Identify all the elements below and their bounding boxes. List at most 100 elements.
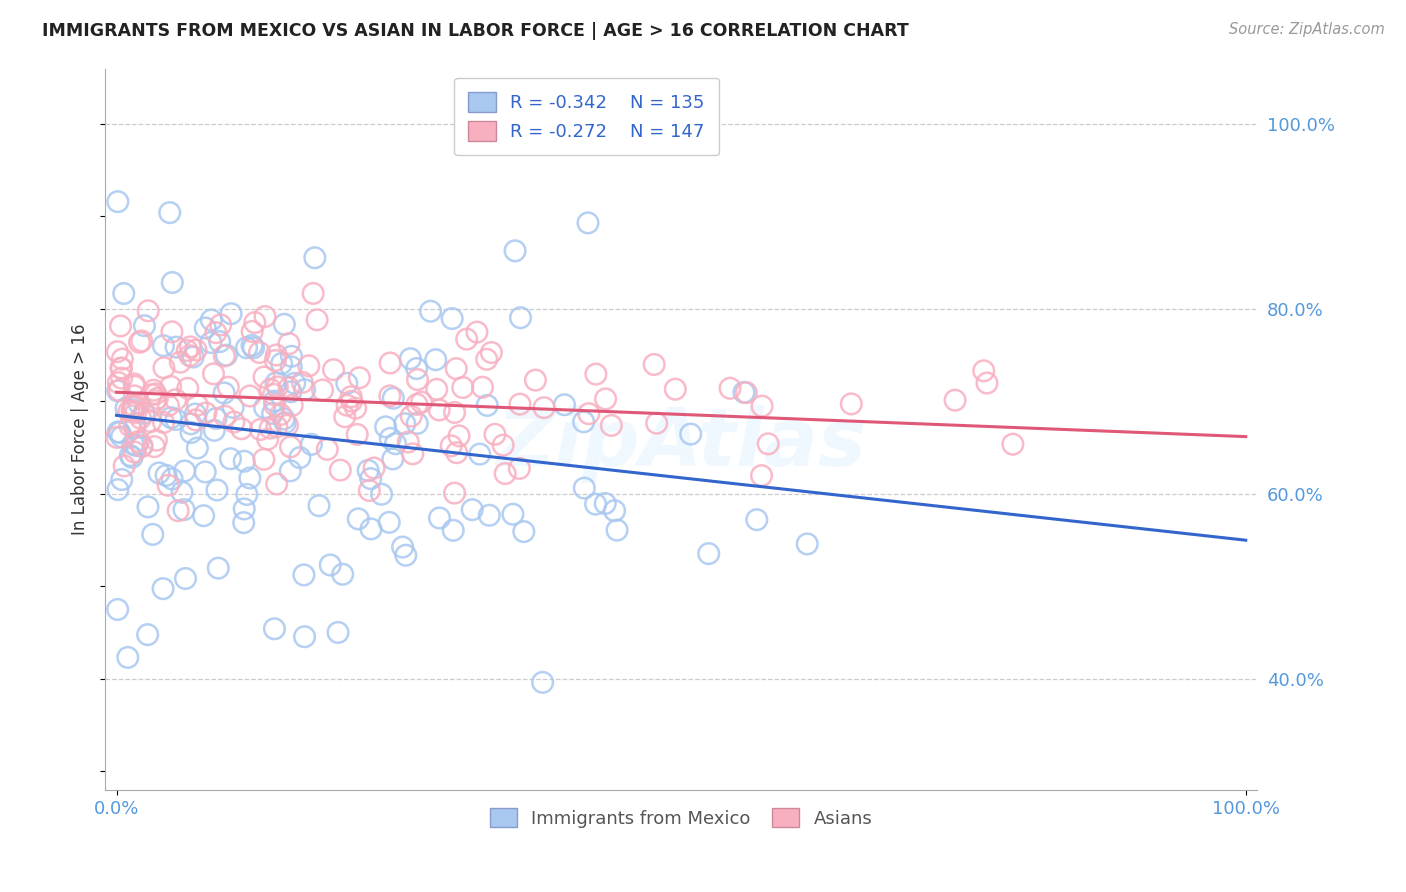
Point [121,450,143,465]
Point [173,464,195,478]
Point [131,439,153,453]
Point [266,380,288,394]
Point [136,500,159,514]
Point [374,420,396,434]
Point [479,345,502,359]
Point [427,403,450,417]
Point [111,371,134,385]
Point [122,376,145,391]
Point [235,341,257,355]
Point [839,397,862,411]
Point [595,392,617,406]
Point [132,406,155,420]
Point [231,422,253,436]
Point [399,409,422,424]
Point [146,391,169,405]
Point [253,370,276,384]
Point [165,412,187,426]
Point [194,321,217,335]
Point [131,334,153,348]
Point [572,415,595,429]
Point [553,398,575,412]
Point [494,467,516,481]
Point [284,376,307,391]
Point [316,442,339,457]
Point [973,364,995,378]
Point [209,318,232,332]
Point [531,675,554,690]
Point [280,349,302,363]
Point [128,335,150,350]
Point [308,499,330,513]
Point [264,353,287,368]
Point [141,387,163,401]
Point [402,447,425,461]
Point [340,390,363,404]
Point [165,392,187,407]
Point [253,401,276,415]
Point [277,418,299,433]
Point [240,325,263,339]
Point [357,463,380,477]
Point [426,382,449,396]
Point [280,440,302,454]
Point [145,387,167,401]
Point [110,318,132,333]
Point [340,394,363,409]
Point [461,502,484,516]
Point [733,385,755,400]
Point [363,461,385,475]
Point [212,386,235,401]
Point [478,508,501,523]
Point [943,393,966,408]
Point [180,417,202,431]
Point [169,355,191,369]
Point [294,383,316,397]
Point [240,338,263,352]
Point [124,445,146,459]
Point [378,356,401,370]
Point [125,438,148,452]
Point [249,345,271,359]
Point [139,415,162,429]
Point [503,244,526,258]
Point [214,349,236,363]
Point [202,367,225,381]
Point [329,463,352,477]
Point [1001,437,1024,451]
Point [176,343,198,358]
Point [280,464,302,478]
Point [336,398,359,412]
Point [184,413,207,427]
Point [697,547,720,561]
Point [578,407,600,421]
Point [143,393,166,408]
Point [603,503,626,517]
Point [419,304,441,318]
Point [200,335,222,350]
Point [264,376,287,390]
Point [502,507,524,521]
Point [180,425,202,440]
Point [112,458,135,473]
Point [509,310,531,325]
Point [105,430,128,444]
Point [524,373,547,387]
Point [259,421,281,435]
Point [157,399,180,413]
Point [208,334,231,349]
Point [344,401,367,416]
Point [136,303,159,318]
Point [273,412,295,426]
Point [751,468,773,483]
Point [585,367,607,381]
Point [160,472,183,486]
Point [360,522,382,536]
Point [162,276,184,290]
Point [112,286,135,301]
Point [298,359,321,373]
Point [232,516,254,530]
Point [107,194,129,209]
Point [406,397,429,411]
Point [131,439,153,453]
